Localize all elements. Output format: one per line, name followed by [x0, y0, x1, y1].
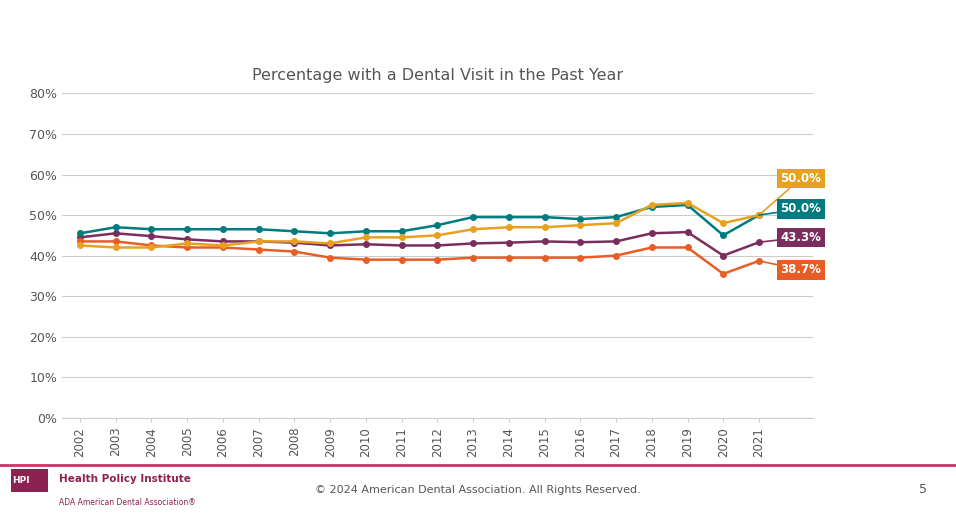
- All: [360, 241, 372, 248]
- All: [718, 252, 729, 258]
- Children (0-18): [110, 224, 121, 230]
- Adults (19-64): [396, 256, 407, 263]
- Title: Percentage with a Dental Visit in the Past Year: Percentage with a Dental Visit in the Pa…: [251, 67, 623, 83]
- Children (0-18): [253, 226, 265, 233]
- Line: Adults (19-64): Adults (19-64): [77, 239, 762, 277]
- Seniors (65+): [503, 224, 514, 230]
- Adults (19-64): [646, 244, 658, 251]
- Seniors (65+): [718, 220, 729, 226]
- Text: © 2024 American Dental Association. All Rights Reserved.: © 2024 American Dental Association. All …: [315, 485, 641, 495]
- Adults (19-64): [145, 242, 157, 249]
- Seniors (65+): [324, 240, 336, 247]
- Text: 38.7%: 38.7%: [759, 261, 821, 276]
- All: [467, 240, 479, 247]
- All: [145, 233, 157, 239]
- Children (0-18): [753, 212, 765, 218]
- Adults (19-64): [503, 254, 514, 261]
- Adults (19-64): [360, 256, 372, 263]
- Seniors (65+): [753, 212, 765, 218]
- All: [253, 238, 265, 244]
- Children (0-18): [431, 222, 443, 228]
- Adults (19-64): [467, 254, 479, 261]
- Seniors (65+): [467, 226, 479, 233]
- Text: Health Policy Institute: Health Policy Institute: [59, 474, 191, 484]
- Adults (19-64): [217, 244, 228, 251]
- Adults (19-64): [682, 244, 693, 251]
- Adults (19-64): [253, 247, 265, 253]
- Seniors (65+): [682, 200, 693, 206]
- Adults (19-64): [431, 256, 443, 263]
- Seniors (65+): [646, 202, 658, 208]
- Adults (19-64): [182, 244, 193, 251]
- Children (0-18): [75, 230, 86, 237]
- Text: Dental Care Use by Age Group: Dental Care Use by Age Group: [17, 23, 658, 59]
- Children (0-18): [360, 228, 372, 235]
- Seniors (65+): [217, 242, 228, 249]
- All: [539, 238, 551, 244]
- Children (0-18): [324, 230, 336, 237]
- Children (0-18): [182, 226, 193, 233]
- Children (0-18): [575, 216, 586, 222]
- Adults (19-64): [289, 249, 300, 255]
- All: [289, 239, 300, 245]
- Adults (19-64): [718, 271, 729, 277]
- Text: 43.3%: 43.3%: [759, 231, 821, 244]
- Children (0-18): [682, 202, 693, 208]
- All: [753, 239, 765, 245]
- Seniors (65+): [253, 238, 265, 244]
- Children (0-18): [503, 214, 514, 220]
- All: [182, 236, 193, 242]
- Text: 50.0%: 50.0%: [759, 172, 821, 215]
- Seniors (65+): [575, 222, 586, 228]
- All: [217, 238, 228, 244]
- Text: ADA American Dental Association®: ADA American Dental Association®: [59, 498, 196, 507]
- Text: HPI: HPI: [12, 476, 30, 485]
- All: [396, 242, 407, 249]
- Children (0-18): [145, 226, 157, 233]
- Seniors (65+): [75, 242, 86, 249]
- Adults (19-64): [324, 254, 336, 261]
- Seniors (65+): [539, 224, 551, 230]
- Seniors (65+): [289, 238, 300, 244]
- Children (0-18): [467, 214, 479, 220]
- All: [646, 230, 658, 237]
- Seniors (65+): [145, 244, 157, 251]
- Children (0-18): [289, 228, 300, 235]
- Line: All: All: [77, 229, 762, 258]
- Children (0-18): [718, 232, 729, 238]
- Adults (19-64): [539, 254, 551, 261]
- Children (0-18): [539, 214, 551, 220]
- Seniors (65+): [110, 244, 121, 251]
- All: [575, 239, 586, 245]
- All: [610, 238, 621, 244]
- Seniors (65+): [431, 232, 443, 238]
- Seniors (65+): [182, 240, 193, 247]
- All: [110, 230, 121, 237]
- Adults (19-64): [110, 238, 121, 244]
- Text: 50.0%: 50.0%: [759, 202, 821, 215]
- Children (0-18): [396, 228, 407, 235]
- All: [682, 229, 693, 235]
- Line: Seniors (65+): Seniors (65+): [77, 200, 762, 250]
- All: [503, 239, 514, 245]
- Adults (19-64): [75, 238, 86, 244]
- Seniors (65+): [396, 234, 407, 240]
- Adults (19-64): [610, 252, 621, 258]
- Line: Children (0-18): Children (0-18): [77, 202, 762, 238]
- Adults (19-64): [575, 254, 586, 261]
- Text: 5: 5: [919, 483, 926, 496]
- Seniors (65+): [610, 220, 621, 226]
- Adults (19-64): [753, 258, 765, 264]
- All: [75, 234, 86, 240]
- FancyBboxPatch shape: [11, 469, 48, 492]
- All: [324, 242, 336, 249]
- Children (0-18): [646, 204, 658, 210]
- All: [431, 242, 443, 249]
- Children (0-18): [610, 214, 621, 220]
- Children (0-18): [217, 226, 228, 233]
- Seniors (65+): [360, 234, 372, 240]
